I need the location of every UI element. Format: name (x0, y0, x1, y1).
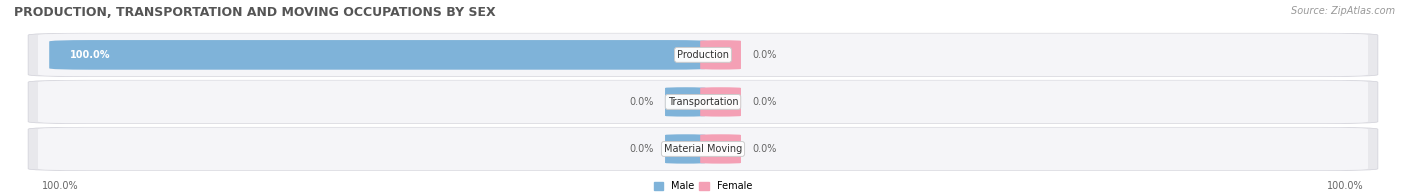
Text: PRODUCTION, TRANSPORTATION AND MOVING OCCUPATIONS BY SEX: PRODUCTION, TRANSPORTATION AND MOVING OC… (14, 6, 496, 19)
FancyBboxPatch shape (38, 128, 1368, 170)
Text: 100.0%: 100.0% (1327, 181, 1364, 191)
FancyBboxPatch shape (700, 40, 741, 70)
FancyBboxPatch shape (700, 134, 741, 164)
Text: 0.0%: 0.0% (752, 144, 776, 154)
FancyBboxPatch shape (28, 80, 1378, 123)
Legend: Male, Female: Male, Female (654, 181, 752, 191)
Text: 0.0%: 0.0% (630, 97, 654, 107)
Text: 100.0%: 100.0% (42, 181, 79, 191)
FancyBboxPatch shape (700, 87, 741, 117)
FancyBboxPatch shape (665, 134, 706, 164)
Text: Material Moving: Material Moving (664, 144, 742, 154)
Text: Source: ZipAtlas.com: Source: ZipAtlas.com (1291, 6, 1395, 16)
FancyBboxPatch shape (28, 33, 1378, 76)
Text: 0.0%: 0.0% (752, 97, 776, 107)
Text: 0.0%: 0.0% (752, 50, 776, 60)
Text: 100.0%: 100.0% (70, 50, 111, 60)
FancyBboxPatch shape (28, 127, 1378, 171)
FancyBboxPatch shape (38, 34, 1368, 76)
Text: Production: Production (678, 50, 728, 60)
FancyBboxPatch shape (665, 87, 706, 117)
FancyBboxPatch shape (38, 81, 1368, 123)
Text: 0.0%: 0.0% (630, 144, 654, 154)
FancyBboxPatch shape (49, 40, 710, 70)
Text: Transportation: Transportation (668, 97, 738, 107)
